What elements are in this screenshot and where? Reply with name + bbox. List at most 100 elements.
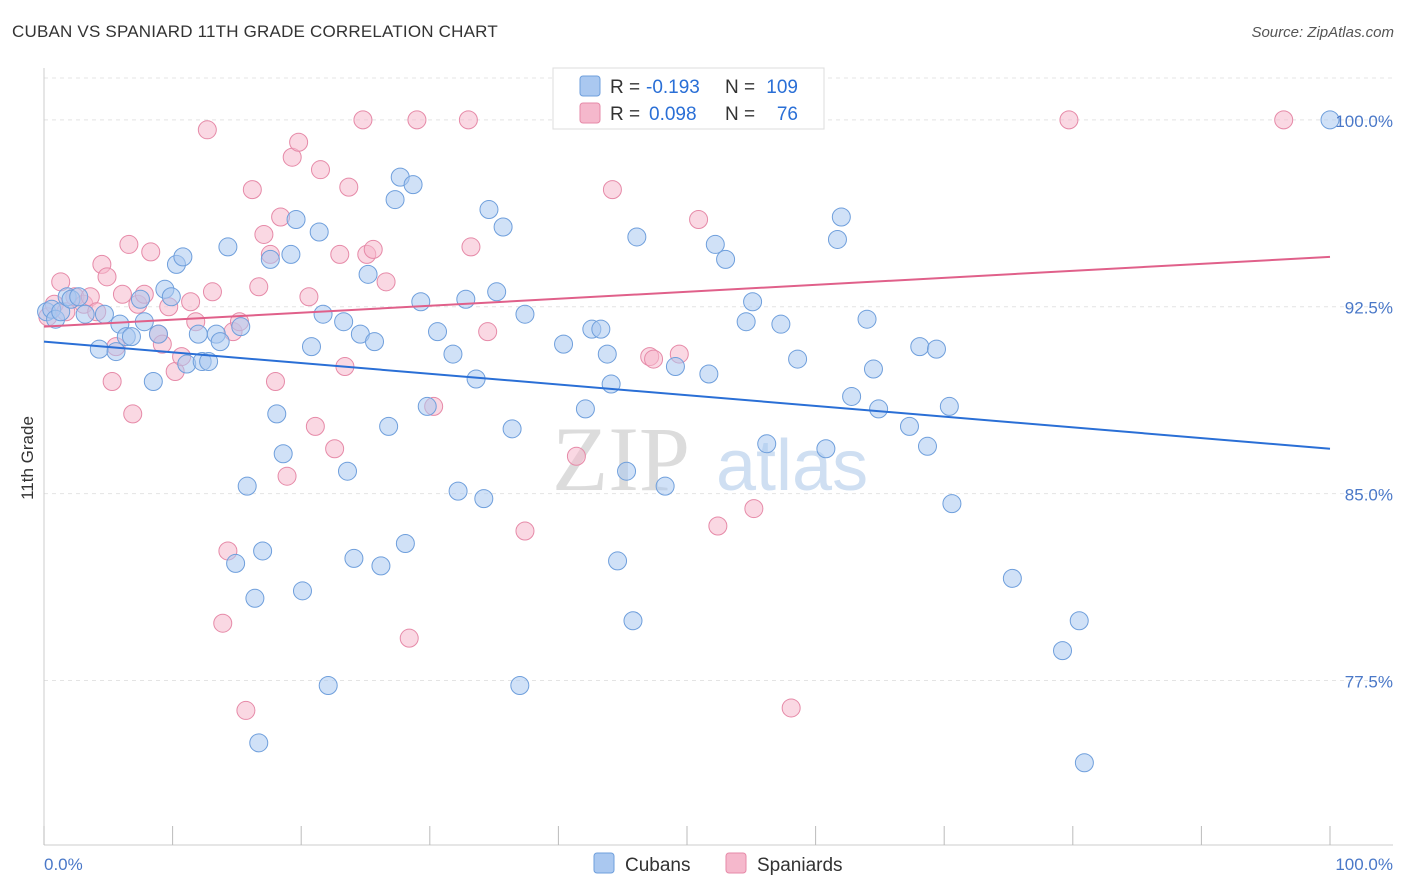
cuban-point <box>286 210 306 230</box>
spaniard-point <box>249 277 269 297</box>
spaniard-point <box>254 224 274 244</box>
spaniard-point <box>602 180 622 200</box>
cuban-point <box>260 249 280 269</box>
grid-lines <box>44 77 1393 682</box>
cuban-point <box>411 292 431 312</box>
chart-title: CUBAN VS SPANIARD 11TH GRADE CORRELATION… <box>12 22 498 41</box>
cuban-point <box>827 229 847 249</box>
cuban-point <box>417 396 437 416</box>
cuban-point <box>428 322 448 342</box>
spaniard-point <box>399 628 419 648</box>
spaniard-point <box>299 287 319 307</box>
spaniard-point <box>289 132 309 152</box>
cuban-point <box>608 551 628 571</box>
spaniard-point <box>515 521 535 541</box>
y-tick-label: 92.5% <box>1345 299 1393 318</box>
spaniards-swatch <box>579 102 601 124</box>
cuban-point <box>917 436 937 456</box>
cuban-point <box>857 309 877 329</box>
spaniard-point <box>1274 110 1294 130</box>
cuban-point <box>617 461 637 481</box>
spaniard-point <box>744 499 764 519</box>
cuban-point <box>448 481 468 501</box>
cuban-point <box>267 404 287 424</box>
spaniard-point <box>265 371 285 391</box>
spaniard-point <box>330 244 350 264</box>
cuban-point <box>493 217 513 237</box>
cuban-point <box>379 416 399 436</box>
spaniard-point <box>1059 110 1079 130</box>
spaniard-point <box>325 439 345 459</box>
watermark: ZIP atlas <box>552 408 868 510</box>
cuban-point <box>94 304 114 324</box>
cuban-point <box>1320 110 1340 130</box>
cuban-point <box>910 337 930 357</box>
spaniard-point <box>197 120 217 140</box>
spaniard-point <box>181 292 201 312</box>
cuban-point <box>502 419 522 439</box>
cuban-point <box>253 541 273 561</box>
cuban-point <box>456 289 476 309</box>
cuban-point <box>199 352 219 372</box>
cuban-point <box>705 234 725 254</box>
cuban-point <box>75 304 95 324</box>
legend-spaniards-swatch <box>725 852 747 874</box>
cuban-point <box>863 359 883 379</box>
cuban-point <box>148 324 168 344</box>
spaniard-point <box>97 267 117 287</box>
series-legend: Cubans Spaniards <box>593 852 843 876</box>
cuban-point <box>942 494 962 514</box>
cuban-point <box>788 349 808 369</box>
cuban-point <box>1053 641 1073 661</box>
spaniards-r-value: 0.098 <box>649 104 697 125</box>
cubans-trend-line <box>43 340 1331 450</box>
spaniards-n-label: N = <box>725 104 755 125</box>
cuban-point <box>245 588 265 608</box>
cuban-point <box>281 244 301 264</box>
spaniard-point <box>781 698 801 718</box>
legend-spaniards-label: Spaniards <box>757 855 843 876</box>
cuban-point <box>313 304 333 324</box>
spaniard-point <box>407 110 427 130</box>
cuban-point <box>318 676 338 696</box>
cuban-point <box>665 357 685 377</box>
cuban-point <box>385 190 405 210</box>
cuban-point <box>842 386 862 406</box>
cuban-point <box>736 312 756 332</box>
cuban-point <box>899 416 919 436</box>
cuban-point <box>1069 611 1089 631</box>
cuban-point <box>173 247 193 267</box>
y-axis-label: 11th Grade <box>18 416 37 500</box>
spaniard-point <box>689 210 709 230</box>
cuban-point <box>403 175 423 195</box>
spaniards-r-label: R = <box>610 104 640 125</box>
spaniard-point <box>644 349 664 369</box>
spaniard-point <box>363 239 383 259</box>
cuban-point <box>443 344 463 364</box>
cuban-point <box>831 207 851 227</box>
y-tick-label: 77.5% <box>1345 673 1393 692</box>
axes <box>43 68 1393 846</box>
cuban-point <box>757 434 777 454</box>
spaniard-point <box>310 160 330 180</box>
spaniard-point <box>202 282 222 302</box>
cuban-point <box>89 339 109 359</box>
spaniard-point <box>458 110 478 130</box>
spaniard-point <box>353 110 373 130</box>
cuban-point <box>188 324 208 344</box>
cuban-point <box>161 287 181 307</box>
cuban-point <box>716 249 736 269</box>
watermark-atlas: atlas <box>716 426 868 506</box>
cuban-point <box>816 439 836 459</box>
spaniard-point <box>566 446 586 466</box>
y-tick-label: 85.0% <box>1345 486 1393 505</box>
cuban-point <box>273 444 293 464</box>
stats-legend: R = -0.193 N = 109 R = 0.098 N = 76 <box>552 67 825 130</box>
cubans-r-label: R = <box>610 77 640 98</box>
spaniard-point <box>376 272 396 292</box>
spaniard-point <box>119 234 139 254</box>
cuban-point <box>869 399 889 419</box>
cuban-point <box>655 476 675 496</box>
cuban-point <box>309 222 329 242</box>
